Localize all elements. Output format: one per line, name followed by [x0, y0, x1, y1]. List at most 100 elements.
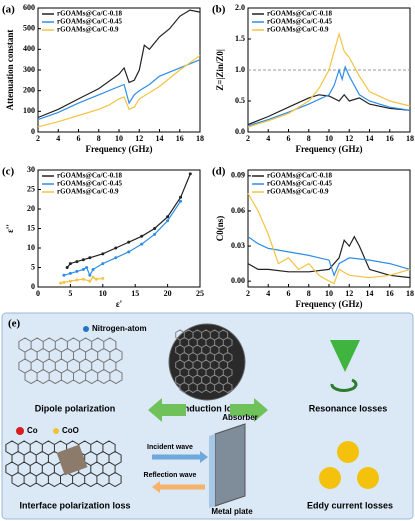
- x-tick-label: 15: [131, 289, 139, 298]
- y-tick-label: 25: [27, 184, 35, 193]
- arrowhead: [152, 481, 160, 493]
- y-tick-label: 1.5: [235, 34, 245, 43]
- y-tick-label: 1.0: [235, 65, 245, 74]
- marker: [62, 273, 66, 277]
- sphere-pores: [175, 329, 233, 394]
- legend-label: rGOAMs@Co/C-0.45: [267, 180, 333, 188]
- marker: [75, 278, 79, 282]
- x-tick-label: 18: [406, 134, 414, 143]
- panel-label: (b): [212, 4, 226, 16]
- absorber-layer: [209, 434, 215, 508]
- marker: [91, 275, 95, 279]
- x-tick-label: 16: [386, 289, 394, 298]
- marker: [140, 234, 144, 238]
- marker: [114, 246, 118, 250]
- marker: [114, 256, 118, 260]
- y-tick-label: 0.0: [235, 127, 245, 136]
- x-tick-label: 12: [345, 289, 353, 298]
- label: Resonance losses: [309, 403, 388, 413]
- legend-label: rGOAMs@Co/C-0.9: [57, 26, 119, 34]
- legend-label: rGOAMs@Co/C-0.9: [267, 188, 329, 196]
- marker: [179, 199, 183, 203]
- x-tick-label: 4: [56, 134, 60, 143]
- diagram: (e) Nitrogen-atom Dipole polarization Co…: [1, 312, 414, 520]
- funnel: [330, 340, 360, 372]
- marker: [59, 281, 63, 285]
- marker: [81, 267, 85, 271]
- hex-grid: [5, 440, 122, 488]
- panel-label: (e): [8, 318, 21, 330]
- marker: [68, 279, 72, 283]
- y-tick-label: 0.03: [231, 241, 245, 250]
- series-line: [247, 31, 411, 128]
- y-tick-label: 0.5: [235, 96, 245, 105]
- label: Dipole polarization: [35, 403, 116, 413]
- legend-label: rGOAMs@Co/C-0.18: [57, 10, 123, 18]
- marker: [153, 232, 157, 236]
- x-tick-label: 6: [77, 134, 81, 143]
- y-tick-label: 10: [27, 243, 35, 252]
- marker: [127, 250, 131, 254]
- x-tick-label: 2: [246, 134, 250, 143]
- marker: [166, 215, 170, 219]
- x-tick-label: 2: [36, 134, 40, 143]
- y-axis-label: Attenuation constant: [5, 30, 15, 111]
- marker: [68, 271, 72, 275]
- y-tick-label: 20: [27, 204, 35, 213]
- marker: [88, 279, 92, 283]
- marker: [88, 256, 92, 260]
- legend-label: rGOAMs@Co/C-0.9: [267, 26, 329, 34]
- y-tick-label: 30: [27, 165, 35, 174]
- marker: [91, 267, 95, 271]
- y-tick-label: 0: [31, 282, 35, 291]
- label: Incident wave: [147, 444, 193, 451]
- marker: [88, 273, 92, 277]
- legend-label: rGOAMs@Co/C-0.45: [57, 18, 123, 26]
- x-tick-label: 8: [307, 289, 311, 298]
- marker: [101, 262, 105, 266]
- x-tick-label: 18: [406, 289, 414, 298]
- label: Absorber: [222, 413, 258, 422]
- x-tick-label: 6: [287, 289, 291, 298]
- x-axis-label: Frequency (GHz): [295, 144, 362, 154]
- series-line: [247, 193, 411, 285]
- label: Conduction loss: [172, 403, 243, 413]
- y-tick-label: 0.06: [231, 206, 245, 215]
- graphene-sheets: [5, 440, 122, 488]
- marker: [85, 266, 89, 269]
- y-tick-label: 0.09: [231, 171, 245, 180]
- x-axis-label: Frequency (GHz): [85, 144, 152, 154]
- diagram-panel: [1, 312, 414, 520]
- x-tick-label: 12: [135, 134, 143, 143]
- legend-label: rGOAMs@Co/C-0.45: [57, 180, 123, 188]
- y-tick-label: 15: [27, 223, 35, 232]
- series-line: [247, 235, 411, 279]
- arrowhead: [200, 451, 208, 463]
- y-tick-label: 5: [31, 262, 35, 271]
- y-axis-label: Z=|Zin/Z0|: [215, 49, 225, 91]
- x-tick-label: 14: [156, 134, 164, 143]
- x-tick-label: 0: [36, 289, 40, 298]
- hex-grid: [175, 329, 233, 394]
- hex-grid: [18, 337, 123, 385]
- x-tick-label: 16: [386, 134, 394, 143]
- marker: [153, 227, 157, 230]
- marker: [140, 242, 144, 246]
- x-tick-label: 10: [115, 134, 123, 143]
- x-tick-label: 10: [99, 289, 107, 298]
- eddy-ball: [319, 467, 341, 489]
- legend-label: rGOAMs@Co/C-0.18: [267, 10, 333, 18]
- x-tick-label: 25: [196, 289, 204, 298]
- charts: (a)2 4 6 8 10 12 14 16 180100200300400500600Freq…: [2, 3, 414, 309]
- series-line: [37, 55, 201, 128]
- arrow: [330, 378, 358, 392]
- co-atom: [16, 427, 24, 435]
- y-axis-label: ε'': [5, 224, 15, 233]
- series-line: [63, 200, 182, 277]
- y-tick-label: 0.00: [231, 276, 245, 285]
- label: CoO: [62, 426, 79, 435]
- graphene: [18, 337, 123, 385]
- x-tick-label: 4: [266, 289, 270, 298]
- y-axis-label: C0(ns): [215, 216, 225, 242]
